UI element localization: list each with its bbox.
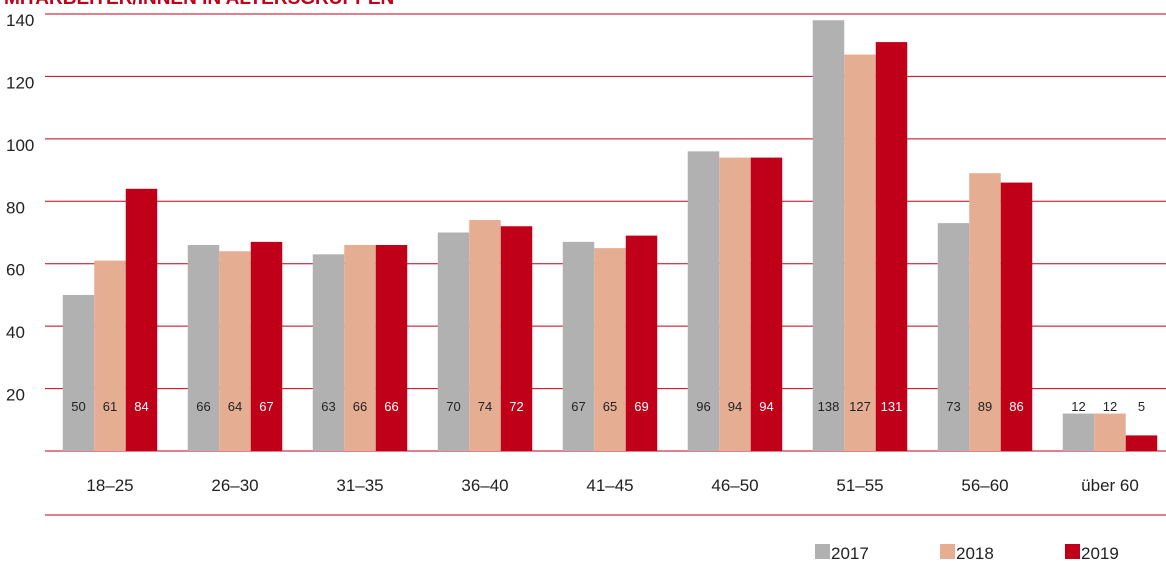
y-tick-label: 80	[6, 198, 25, 217]
legend-swatch	[940, 544, 955, 559]
bar	[469, 220, 501, 451]
bar	[1000, 182, 1033, 452]
bar	[62, 294, 95, 451]
value-label: 12	[1103, 399, 1117, 414]
bar	[562, 241, 595, 451]
value-label: 73	[946, 399, 960, 414]
bar	[344, 244, 376, 451]
value-label: 66	[384, 399, 398, 414]
x-tick-label: über 60	[1081, 476, 1139, 495]
value-label: 12	[1071, 399, 1085, 414]
value-label: 84	[134, 399, 148, 414]
bar	[187, 244, 220, 451]
value-label: 131	[881, 399, 903, 414]
y-tick-label: 40	[6, 323, 25, 342]
x-tick-label: 41–45	[586, 476, 633, 495]
bar	[1125, 435, 1158, 451]
bar	[812, 20, 845, 451]
bar	[969, 173, 1001, 451]
value-label: 127	[849, 399, 871, 414]
value-label: 94	[728, 399, 742, 414]
value-label: 5	[1138, 399, 1145, 414]
value-label: 65	[603, 399, 617, 414]
bar	[625, 235, 658, 451]
legend-label: 2019	[1081, 544, 1119, 563]
x-tick-label: 36–40	[461, 476, 508, 495]
value-label: 89	[978, 399, 992, 414]
legend-swatch	[815, 544, 830, 559]
y-tick-label: 140	[6, 11, 34, 30]
bar	[500, 226, 533, 451]
bar	[94, 260, 126, 451]
value-label: 74	[478, 399, 492, 414]
value-label: 70	[446, 399, 460, 414]
bar	[250, 241, 283, 451]
bar	[687, 151, 720, 452]
value-label: 86	[1009, 399, 1023, 414]
value-label: 64	[228, 399, 242, 414]
x-tick-label: 51–55	[836, 476, 883, 495]
legend-swatch	[1065, 544, 1080, 559]
y-tick-label: 20	[6, 386, 25, 405]
y-tick-label: 120	[6, 73, 34, 92]
x-tick-label: 31–35	[336, 476, 383, 495]
value-label: 67	[259, 399, 273, 414]
legend-label: 2018	[956, 544, 994, 563]
bar	[1062, 413, 1095, 451]
value-label: 94	[759, 399, 773, 414]
bar	[594, 248, 626, 451]
value-label: 69	[634, 399, 648, 414]
bar	[219, 251, 251, 451]
y-tick-label: 100	[6, 136, 34, 155]
bar	[1094, 413, 1126, 451]
bar	[375, 244, 408, 451]
bar	[875, 42, 908, 451]
bar	[937, 223, 970, 451]
value-label: 72	[509, 399, 523, 414]
value-label: 67	[571, 399, 585, 414]
value-label: 66	[196, 399, 210, 414]
value-label: 66	[353, 399, 367, 414]
x-tick-label: 18–25	[86, 476, 133, 495]
bar	[844, 54, 876, 451]
value-label: 50	[71, 399, 85, 414]
bar	[750, 157, 783, 452]
x-tick-label: 26–30	[211, 476, 258, 495]
bar	[437, 232, 470, 451]
value-label: 63	[321, 399, 335, 414]
value-label: 96	[696, 399, 710, 414]
bar	[312, 254, 345, 451]
chart-title: MITARBEITER/INNEN IN ALTERSGRUPPEN	[4, 0, 394, 9]
y-tick-label: 60	[6, 261, 25, 280]
bar	[125, 188, 158, 452]
x-tick-label: 46–50	[711, 476, 758, 495]
legend-label: 2017	[831, 544, 869, 563]
value-label: 61	[103, 399, 117, 414]
x-tick-label: 56–60	[961, 476, 1008, 495]
bar	[719, 157, 751, 452]
value-label: 138	[818, 399, 840, 414]
